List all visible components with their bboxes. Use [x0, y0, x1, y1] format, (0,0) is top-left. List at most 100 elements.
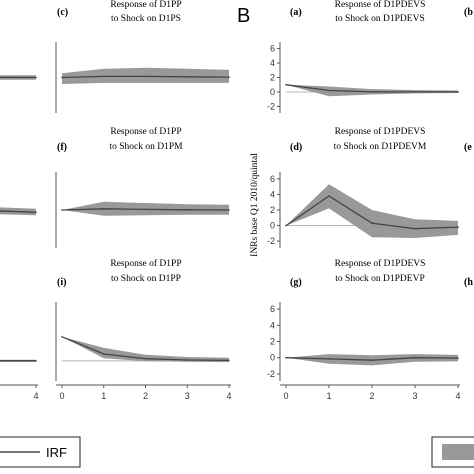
- irf-point: [414, 91, 416, 93]
- legend-band: [431, 436, 474, 468]
- irf-point: [371, 91, 373, 93]
- x-tick-label: 4: [33, 391, 38, 401]
- confidence-band: [0, 207, 36, 216]
- irf-point: [186, 209, 189, 211]
- x-tick-label: 4: [226, 391, 231, 401]
- panel-label: (c): [57, 7, 68, 18]
- irf-point: [414, 356, 416, 359]
- partial-panel: [0, 207, 37, 216]
- panel-label: (a): [290, 7, 302, 18]
- irf-point: [328, 195, 330, 197]
- partial-panel: [0, 75, 37, 80]
- y-axis-label: INRs base Q1 2010/quintal: [250, 153, 260, 257]
- x-tick-label: 0: [59, 391, 64, 401]
- irf-point: [103, 75, 105, 78]
- y-tick-label: 2: [270, 205, 275, 215]
- irf-point: [457, 357, 459, 359]
- panel-label: (i): [57, 277, 66, 288]
- x-tick-label: 3: [412, 391, 417, 401]
- irf-point: [186, 359, 189, 361]
- panel-title: to Shock on D1PS: [111, 14, 181, 24]
- panel-title: to Shock on D1PM: [109, 142, 183, 152]
- x-tick-label: 2: [369, 391, 374, 401]
- x-tick-label: 4: [455, 391, 460, 401]
- panels-group: (c) Response of D1PP to Shock on D1PS (f) Re…: [0, 0, 473, 401]
- irf-point: [457, 226, 459, 228]
- panel-title: Response of D1PP: [110, 0, 181, 10]
- panel-title: Response of D1PP: [110, 126, 181, 137]
- panel-title: to Shock on D1PP: [111, 274, 181, 284]
- irf-point: [35, 360, 37, 362]
- y-tick-label: 6: [270, 304, 275, 314]
- edge-panel-label: (h: [464, 277, 473, 288]
- irf-point: [285, 83, 287, 86]
- irf-point: [328, 89, 330, 92]
- irf-point: [35, 211, 37, 214]
- irf-panel: (f) Response of D1PP to Shock on D1PM: [55, 126, 230, 248]
- irf-point: [61, 336, 63, 338]
- y-tick-label: -2: [267, 369, 275, 379]
- irf-point: [61, 209, 63, 211]
- edge-panel-label: (b: [464, 7, 473, 18]
- irf-point: [414, 227, 416, 230]
- irf-point: [371, 359, 373, 362]
- panel-title: Response of D1PP: [110, 258, 181, 269]
- x-tick-label: 3: [185, 391, 190, 401]
- irf-point: [457, 91, 459, 93]
- irf-panel: (g) Response of D1PDEVS to Shock on D1PDEV…: [267, 258, 461, 401]
- irf-panel: (a) Response of D1PDEVS to Shock on D1PDEV…: [267, 0, 459, 113]
- panel-title: to Shock on D1PDEVP: [335, 274, 424, 284]
- legend-irf: IRF: [0, 436, 81, 468]
- irf-point: [35, 76, 37, 79]
- y-tick-label: 2: [270, 73, 275, 83]
- panel-title: Response of D1PDEVS: [335, 126, 426, 137]
- confidence-band: [286, 84, 458, 97]
- irf-point: [328, 358, 330, 360]
- panel-label: (g): [290, 277, 302, 288]
- legend-irf-label: IRF: [46, 445, 67, 460]
- panel-letter-b: B: [237, 5, 250, 27]
- panel-label: (f): [57, 142, 67, 153]
- y-tick-label: 0: [270, 87, 275, 97]
- x-tick-label: 2: [143, 391, 148, 401]
- irf-point: [285, 224, 287, 227]
- y-tick-label: 2: [270, 337, 275, 347]
- y-tick-label: -2: [267, 101, 275, 111]
- panel-title: Response of D1PDEVS: [335, 0, 426, 10]
- x-tick-label: 1: [326, 391, 331, 401]
- irf-point: [103, 208, 105, 210]
- y-tick-label: 6: [270, 44, 275, 54]
- irf-point: [285, 356, 287, 359]
- y-tick-label: -2: [267, 236, 275, 246]
- panel-title: to Shock on D1PDEVS: [335, 14, 424, 24]
- x-tick-label: 1: [101, 391, 106, 401]
- legend-band-swatch: [442, 444, 474, 460]
- irf-panel: (i) Response of D1PP to Shock on D1PP 0 1 2 3 4: [55, 258, 232, 401]
- irf-line: [0, 210, 37, 213]
- x-tick-label: 0: [283, 391, 288, 401]
- y-tick-label: 4: [270, 58, 275, 68]
- panel-title: Response of D1PDEVS: [335, 258, 426, 269]
- irf-point: [371, 222, 373, 224]
- y-tick-label: 4: [270, 320, 275, 330]
- irf-point: [228, 359, 230, 362]
- y-tick-label: 0: [270, 353, 275, 363]
- y-tick-label: 0: [270, 221, 275, 231]
- irf-point: [61, 76, 63, 79]
- irf-point: [144, 208, 147, 211]
- irf-point: [186, 76, 189, 78]
- confidence-band: [286, 184, 458, 238]
- y-tick-label: 6: [270, 174, 275, 184]
- confidence-band: [62, 336, 229, 363]
- y-tick-label: 4: [270, 189, 275, 199]
- irf-panel: (d) Response of D1PDEVS to Shock on D1PDEV…: [267, 126, 459, 248]
- irf-point: [144, 357, 147, 360]
- irf-point: [144, 75, 147, 78]
- irf-point: [103, 353, 105, 355]
- irf-panel: (c) Response of D1PP to Shock on D1PS: [55, 0, 230, 113]
- edge-panel-label: (e: [464, 142, 472, 153]
- irf-point: [228, 76, 230, 78]
- irf-point: [228, 209, 230, 211]
- panel-title: to Shock on D1PDEVM: [334, 142, 427, 152]
